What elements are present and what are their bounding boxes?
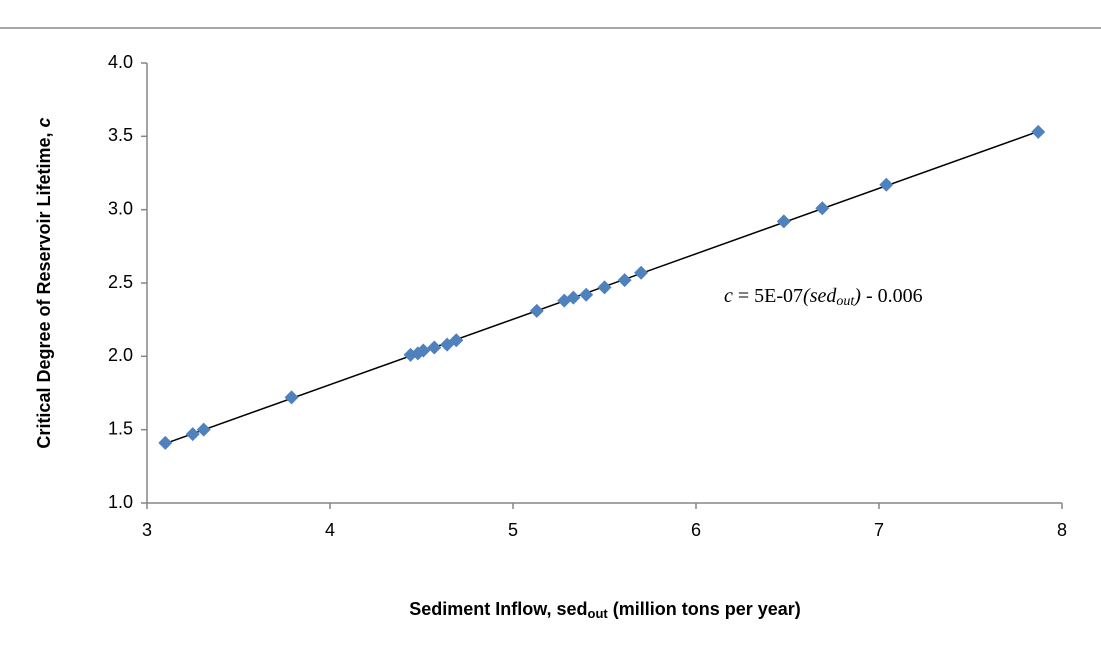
- y-tick-label: 4.0: [108, 52, 133, 72]
- x-axis-title: Sediment Inflow, sedout (million tons pe…: [409, 599, 801, 622]
- y-tick-label: 3.5: [108, 125, 133, 145]
- point: [185, 427, 200, 442]
- y-tick-label: 3.0: [108, 198, 133, 218]
- x-tick-label: 3: [142, 520, 152, 540]
- x-tick-label: 7: [874, 520, 884, 540]
- x-tick-label: 8: [1057, 520, 1067, 540]
- point: [529, 303, 544, 318]
- point: [416, 343, 431, 358]
- point: [815, 201, 830, 216]
- annotation-part: out: [836, 294, 855, 309]
- annotation-part: ): [853, 285, 861, 307]
- point: [158, 435, 173, 450]
- point: [284, 390, 299, 405]
- annotation-part: (sed: [803, 285, 837, 307]
- point: [1031, 124, 1046, 139]
- y-axis-title: Critical Degree of Reservoir Lifetime, c: [34, 117, 54, 448]
- x-axis-title-text: (million tons per year): [608, 599, 801, 619]
- point: [617, 273, 632, 288]
- x-axis-title-text: Sediment Inflow, sed: [409, 599, 587, 619]
- y-axis-title-text: Critical Degree of Reservoir Lifetime,: [34, 127, 54, 448]
- annotation-part: c: [724, 285, 733, 307]
- point: [196, 422, 211, 437]
- y-axis-title-var: c: [34, 117, 54, 127]
- y-tick-label: 1.0: [108, 492, 133, 512]
- point: [879, 177, 894, 192]
- annotation-part: = 5E-07: [733, 285, 803, 307]
- x-tick-label: 4: [325, 520, 335, 540]
- point: [634, 265, 649, 280]
- x-axis-title-sub: out: [588, 606, 609, 621]
- annotation-part: - 0.006: [861, 285, 923, 307]
- y-tick-label: 1.5: [108, 418, 133, 438]
- y-tick-label: 2.0: [108, 345, 133, 365]
- x-tick-label: 5: [508, 520, 518, 540]
- point: [449, 333, 464, 348]
- point: [427, 340, 442, 355]
- point: [776, 214, 791, 229]
- point: [579, 287, 594, 302]
- x-tick-label: 6: [691, 520, 701, 540]
- point: [566, 290, 581, 305]
- point: [597, 280, 612, 295]
- annotation: c = 5E-07(sedout) - 0.006: [724, 285, 923, 310]
- y-tick-label: 2.5: [108, 272, 133, 292]
